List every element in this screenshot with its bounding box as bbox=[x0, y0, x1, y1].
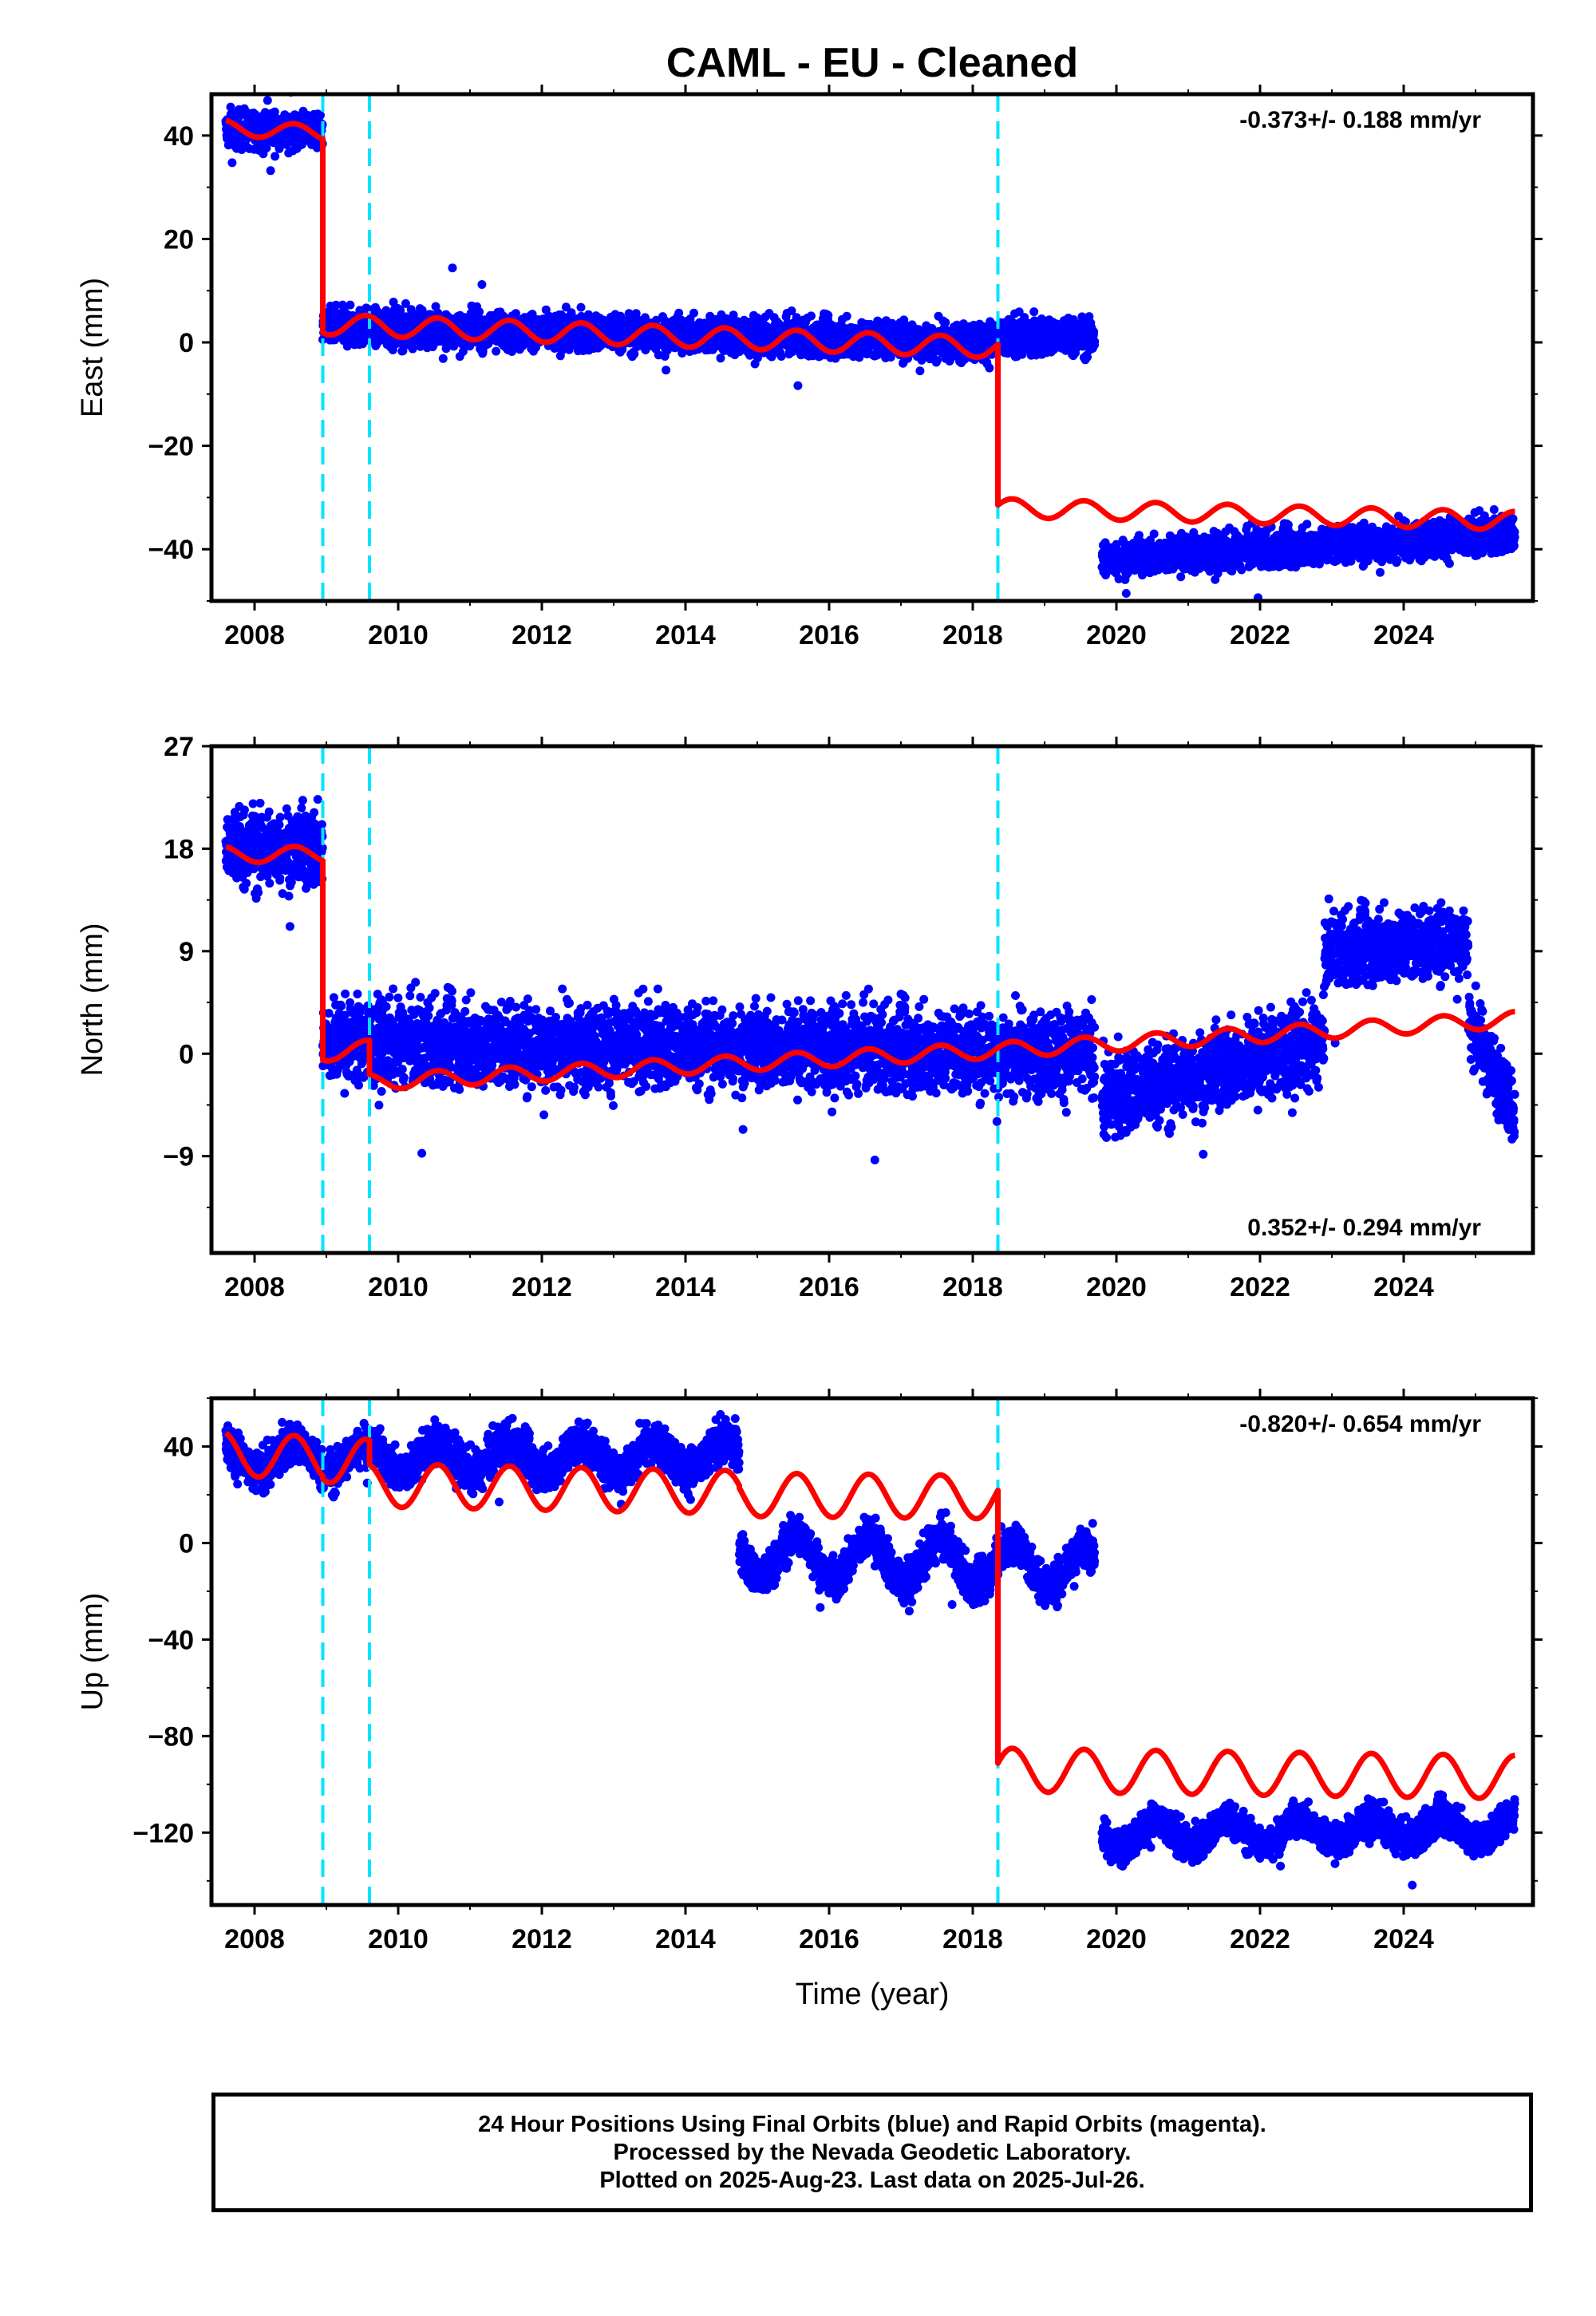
data-point bbox=[1237, 565, 1246, 575]
data-point bbox=[492, 346, 501, 356]
data-point bbox=[662, 366, 671, 375]
data-point bbox=[793, 381, 803, 390]
data-point bbox=[941, 318, 950, 327]
data-point bbox=[1302, 520, 1312, 529]
data-point bbox=[511, 309, 520, 318]
data-point bbox=[266, 166, 275, 176]
data-point bbox=[316, 110, 325, 120]
data-point bbox=[1283, 520, 1293, 530]
data-point bbox=[475, 307, 484, 317]
data-point bbox=[226, 102, 235, 112]
data-point bbox=[263, 96, 272, 105]
data-point bbox=[842, 311, 851, 321]
data-point bbox=[1149, 529, 1159, 539]
data-point bbox=[262, 144, 271, 152]
data-point bbox=[271, 152, 280, 161]
data-point bbox=[401, 298, 410, 308]
data-point bbox=[251, 110, 260, 119]
data-point bbox=[716, 354, 725, 363]
data-point bbox=[431, 302, 440, 311]
data-point bbox=[346, 300, 355, 310]
final-orbit-points bbox=[221, 94, 1519, 601]
data-point bbox=[408, 344, 417, 354]
plot-area bbox=[221, 94, 1519, 601]
data-point bbox=[331, 300, 341, 310]
data-point bbox=[260, 108, 270, 117]
data-point bbox=[915, 366, 925, 376]
data-point bbox=[477, 280, 487, 289]
data-point bbox=[438, 354, 448, 363]
data-point bbox=[932, 356, 942, 366]
data-point bbox=[824, 310, 833, 320]
data-point bbox=[985, 363, 994, 373]
data-point bbox=[776, 352, 786, 361]
data-point bbox=[448, 263, 457, 273]
data-point bbox=[1121, 589, 1131, 598]
data-point bbox=[227, 158, 237, 168]
figure-title: CAML - EU - Cleaned bbox=[666, 40, 1078, 86]
data-point bbox=[807, 311, 816, 321]
data-point bbox=[1090, 337, 1100, 346]
data-point bbox=[576, 302, 586, 312]
data-point bbox=[689, 308, 698, 318]
data-point bbox=[1176, 572, 1186, 582]
data-point bbox=[527, 310, 537, 319]
data-point bbox=[1089, 327, 1099, 336]
data-point bbox=[1029, 307, 1039, 317]
